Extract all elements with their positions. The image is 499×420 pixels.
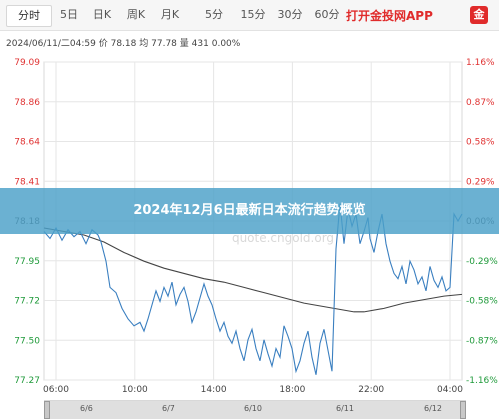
x-tick-label: 04:00 — [437, 385, 463, 395]
x-tick-label: 14:00 — [201, 385, 227, 395]
price-value: 78.18 — [110, 39, 137, 49]
volume-value: 431 — [191, 39, 209, 49]
tab-daily-k[interactable]: 日K — [92, 8, 112, 21]
y-tick-label: 77.95 — [14, 257, 40, 267]
y-tick-label: 77.50 — [14, 336, 40, 346]
y-tick-label-percent: -0.58% — [466, 297, 498, 307]
time-navigator[interactable]: 6/6 6/7 6/10 6/11 6/12 — [44, 400, 466, 419]
open-app-link[interactable]: 打开金投网APP — [346, 9, 433, 23]
x-tick-label: 22:00 — [358, 385, 384, 395]
y-tick-label: 78.64 — [14, 138, 40, 148]
navigator-window — [44, 401, 466, 419]
tab-5-min[interactable]: 5分 — [205, 8, 223, 21]
navigator-right-handle[interactable] — [460, 401, 466, 419]
quote-datetime: 2024/06/11/二04:59 — [6, 39, 96, 49]
y-tick-label: 78.86 — [14, 98, 40, 108]
navigator-date-label: 6/11 — [336, 404, 354, 413]
y-tick-label-percent: 0.87% — [466, 98, 495, 108]
tab-weekly-k[interactable]: 周K — [126, 8, 146, 21]
y-tick-label-percent: -0.87% — [466, 336, 498, 346]
average-label: 均 — [139, 39, 149, 49]
y-tick-label-percent: -0.29% — [466, 257, 498, 267]
y-tick-label-percent: -1.16% — [466, 376, 498, 386]
volume-label: 量 — [179, 39, 189, 49]
x-tick-label: 10:00 — [122, 385, 148, 395]
app-logo-icon[interactable]: 金 — [470, 6, 488, 24]
article-title-banner: 2024年12月6日最新日本流行趋势概览 — [0, 188, 499, 234]
quote-info-bar: 2024/06/11/二04:59 价 78.18 均 77.78 量 431 … — [6, 36, 240, 49]
navigator-date-label: 6/7 — [162, 404, 175, 413]
tab-15-min[interactable]: 15分 — [240, 8, 266, 21]
y-tick-label: 79.09 — [14, 58, 40, 68]
navigator-date-label: 6/10 — [244, 404, 262, 413]
y-tick-label: 77.27 — [14, 376, 40, 386]
navigator-left-handle[interactable] — [44, 401, 50, 419]
article-title: 2024年12月6日最新日本流行趋势概览 — [133, 203, 366, 218]
tab-intraday[interactable]: 分时 — [6, 5, 52, 27]
navigator-date-label: 6/12 — [424, 404, 442, 413]
navigator-date-label: 6/6 — [80, 404, 93, 413]
average-price-line — [43, 227, 463, 313]
change-value: 0.00% — [211, 39, 241, 49]
x-tick-label: 18:00 — [279, 385, 305, 395]
price-line — [43, 203, 463, 375]
watermark-text: quote.cngold.org — [232, 231, 334, 245]
tab-30-min[interactable]: 30分 — [277, 8, 303, 21]
x-tick-label: 06:00 — [43, 385, 69, 395]
y-tick-label: 78.41 — [14, 177, 40, 187]
tab-5-day[interactable]: 5日 — [60, 8, 78, 21]
y-tick-label-percent: 1.16% — [466, 58, 495, 68]
y-tick-label-percent: 0.58% — [466, 138, 495, 148]
y-tick-label-percent: 0.29% — [466, 177, 495, 187]
tab-monthly-k[interactable]: 月K — [160, 8, 180, 21]
tab-60-min[interactable]: 60分 — [314, 8, 340, 21]
price-label: 价 — [98, 39, 108, 49]
period-tab-bar: 分时 5日 日K 周K 月K 5分 15分 30分 60分 打开金投网APP 金 — [0, 0, 499, 31]
y-tick-label: 77.72 — [14, 297, 40, 307]
average-value: 77.78 — [151, 39, 177, 49]
